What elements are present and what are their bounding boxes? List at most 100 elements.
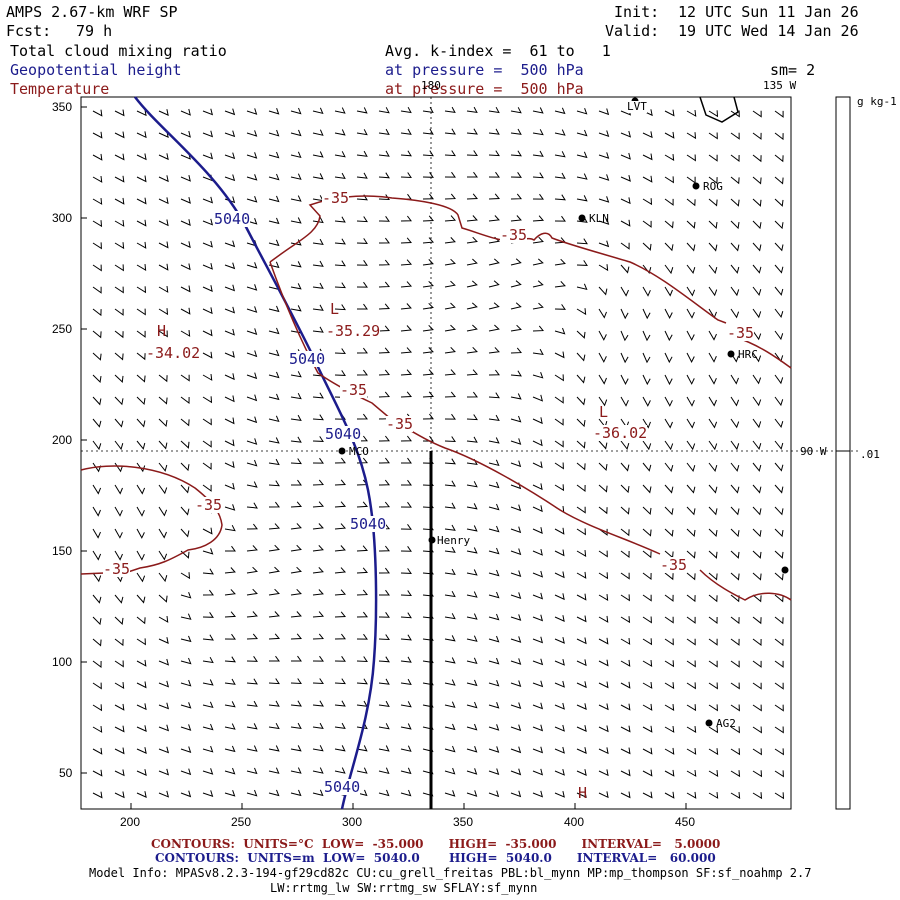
wind-barb bbox=[466, 106, 478, 114]
wind-barb bbox=[730, 154, 740, 162]
wind-barb bbox=[290, 392, 302, 400]
wind-barb bbox=[114, 264, 124, 272]
wind-barb bbox=[202, 568, 214, 575]
wind-barb bbox=[532, 483, 543, 491]
wind-barb bbox=[136, 572, 146, 583]
temp-label-5: -35 bbox=[386, 415, 414, 433]
wind-barb bbox=[576, 791, 587, 798]
wind-barb bbox=[686, 109, 697, 117]
wind-barb bbox=[774, 286, 784, 296]
field-temperature: Temperature bbox=[10, 80, 110, 98]
wind-barb bbox=[334, 238, 346, 245]
wind-barb bbox=[708, 132, 718, 140]
wind-barb bbox=[224, 611, 237, 618]
wind-barb bbox=[158, 109, 169, 116]
wind-barb bbox=[180, 746, 192, 753]
wind-barb bbox=[180, 724, 192, 731]
wind-barb bbox=[114, 308, 124, 316]
wind-barb bbox=[664, 769, 675, 777]
wind-barb bbox=[620, 725, 631, 733]
wind-barb bbox=[554, 746, 565, 754]
wind-barb bbox=[136, 418, 146, 428]
wind-barb bbox=[356, 700, 368, 707]
wind-barb bbox=[730, 374, 739, 385]
wind-barb bbox=[554, 680, 565, 688]
y-tick-150: 150 bbox=[52, 544, 73, 558]
wind-barb bbox=[576, 308, 587, 316]
wind-barb bbox=[202, 285, 213, 292]
wind-barb bbox=[356, 107, 368, 114]
wind-barb bbox=[158, 219, 169, 227]
wind-barb bbox=[290, 371, 302, 378]
wind-barb bbox=[114, 703, 125, 711]
wind-barb bbox=[598, 330, 607, 341]
wind-barb bbox=[444, 745, 456, 753]
wind-barb bbox=[224, 373, 235, 381]
temp-label-2: -35 bbox=[500, 226, 528, 244]
wind-barb bbox=[224, 174, 236, 182]
wind-barb bbox=[664, 176, 674, 184]
wind-barb bbox=[378, 194, 390, 201]
wind-barb bbox=[312, 457, 324, 464]
wind-barb bbox=[224, 767, 236, 775]
wind-barb bbox=[290, 261, 302, 268]
wind-barb bbox=[246, 196, 258, 203]
wind-barb bbox=[180, 396, 190, 404]
wind-barb bbox=[92, 374, 102, 384]
wind-barb bbox=[356, 172, 368, 179]
wind-barb bbox=[114, 638, 124, 647]
wind-barb bbox=[290, 789, 302, 797]
wind-barb bbox=[202, 373, 213, 381]
wind-barb bbox=[334, 656, 346, 662]
wind-barb bbox=[114, 242, 125, 250]
wind-barb bbox=[444, 657, 456, 664]
footer-height-contours: CONTOURS: UNITS=m LOW= 5040.0 HIGH= 5040… bbox=[155, 851, 716, 865]
wind-barb bbox=[334, 722, 346, 730]
wind-barb bbox=[158, 746, 170, 754]
wind-barb bbox=[246, 438, 258, 445]
wind-barb bbox=[488, 702, 500, 709]
wind-barb bbox=[422, 128, 434, 135]
wind-barb bbox=[444, 679, 456, 686]
wind-barb bbox=[576, 195, 588, 202]
wind-barb bbox=[268, 480, 280, 487]
wind-barb bbox=[378, 612, 390, 618]
wind-barb bbox=[114, 153, 125, 161]
wind-barb bbox=[180, 592, 192, 599]
wind-barb bbox=[268, 108, 280, 115]
wind-barb bbox=[444, 171, 456, 178]
wind-barb bbox=[224, 108, 236, 116]
wind-barb bbox=[532, 150, 544, 157]
wind-barb bbox=[444, 546, 456, 553]
wind-barb bbox=[268, 415, 280, 423]
wind-barb bbox=[532, 236, 544, 244]
wind-barbs bbox=[92, 106, 785, 800]
wind-barb bbox=[246, 108, 258, 115]
field-cloud-mixing: Total cloud mixing ratio bbox=[10, 42, 227, 60]
wind-barb bbox=[708, 198, 718, 207]
wind-barb bbox=[444, 480, 456, 487]
wind-barb bbox=[92, 264, 102, 272]
wind-barb bbox=[268, 261, 280, 269]
wind-barb bbox=[422, 215, 435, 222]
wind-barb bbox=[312, 151, 324, 158]
wind-barb bbox=[202, 262, 213, 270]
wind-barb bbox=[774, 110, 784, 118]
wind-barb bbox=[114, 550, 123, 561]
wind-barb bbox=[598, 174, 610, 181]
wind-barb bbox=[708, 726, 719, 734]
wind-barb bbox=[510, 570, 522, 577]
wind-barb bbox=[620, 130, 632, 138]
wind-barb bbox=[312, 722, 324, 730]
wind-barb bbox=[466, 635, 478, 642]
wind-barb bbox=[598, 769, 609, 777]
wind-barb bbox=[202, 745, 214, 753]
wind-barb bbox=[532, 372, 544, 379]
wind-barb bbox=[92, 352, 102, 361]
wind-barb bbox=[158, 790, 170, 798]
wind-barb bbox=[378, 479, 391, 486]
wind-barb bbox=[334, 700, 346, 707]
wind-barb bbox=[114, 374, 124, 383]
wind-barb bbox=[268, 129, 280, 137]
wind-barb bbox=[598, 681, 609, 689]
